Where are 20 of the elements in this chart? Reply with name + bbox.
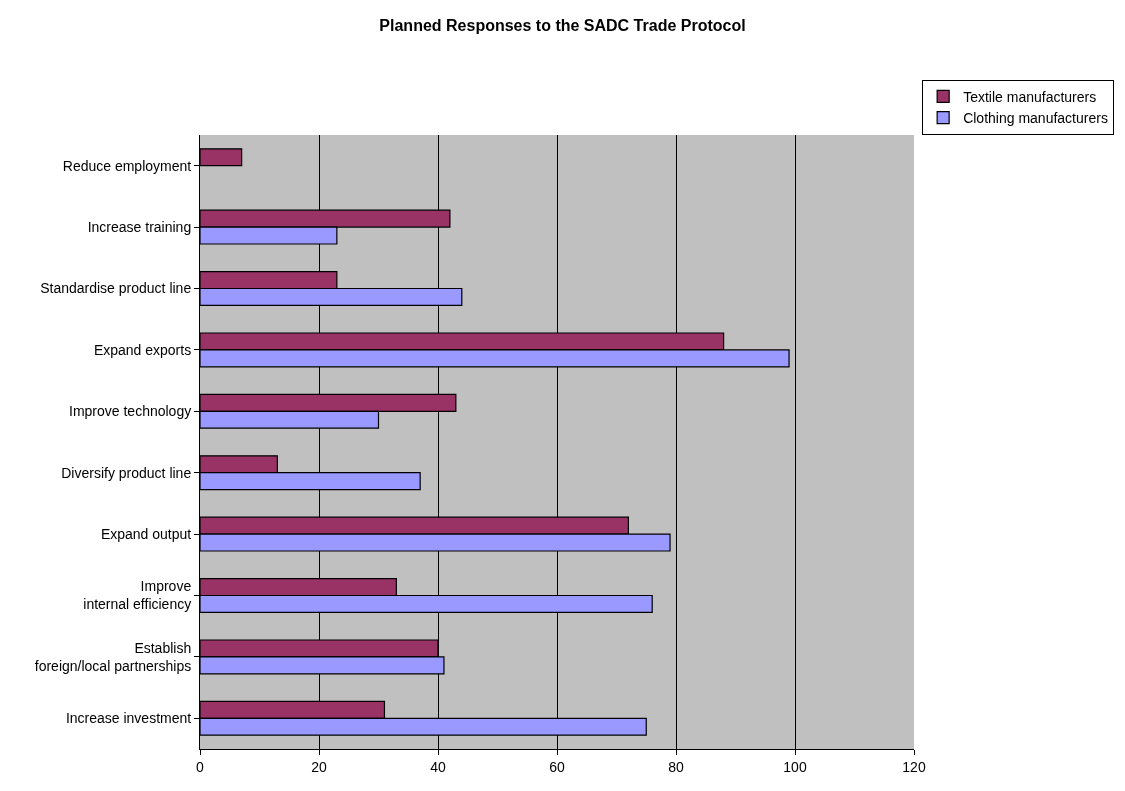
y-tick-label: Standardise product line <box>40 280 192 297</box>
x-tick-label: 20 <box>311 758 327 775</box>
y-tick-label: Establish foreign/local partnerships <box>34 639 192 674</box>
y-tick-label: Improve technology <box>69 403 192 420</box>
y-tick-label: Diversify product line <box>61 464 192 481</box>
x-tick-label: 40 <box>430 758 446 775</box>
y-tick-label: Increase investment <box>65 710 192 727</box>
x-tick-label: 0 <box>196 758 205 775</box>
x-tick-label: 120 <box>902 758 926 775</box>
legend-label: Textile manufacturers <box>963 88 1097 105</box>
y-tick-label: Increase training <box>87 219 192 235</box>
x-tick-label: 100 <box>783 758 807 775</box>
legend-label: Clothing manufacturers <box>963 110 1108 126</box>
x-tick-label: 60 <box>549 758 565 775</box>
y-tick-label: Expand exports <box>93 341 192 358</box>
x-tick-label: 80 <box>668 758 684 775</box>
chart-title: Planned Responses to the SADC Trade Protocol <box>379 16 746 34</box>
y-tick-label: Improve internal efficiency <box>83 578 192 613</box>
y-tick-label: Expand output <box>100 526 192 542</box>
y-tick-label: Reduce employment <box>62 157 192 174</box>
